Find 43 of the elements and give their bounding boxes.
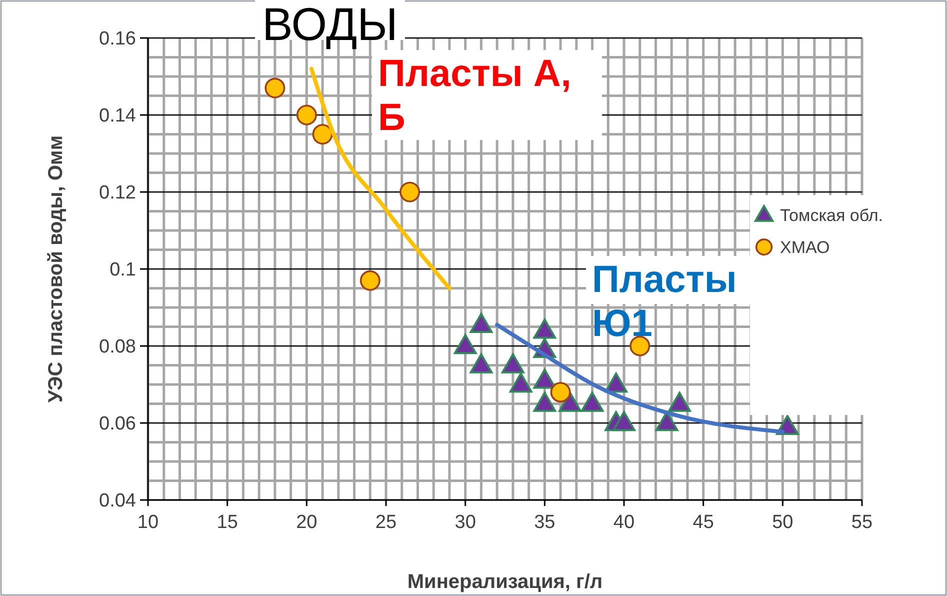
x-tick-label: 45 — [692, 512, 714, 533]
x-axis-title: Минерализация, г/л — [407, 571, 603, 593]
y-tick-label: 0.08 — [99, 336, 136, 358]
x-tick-label: 15 — [216, 512, 238, 533]
x-tick-label: 35 — [534, 512, 556, 533]
point — [470, 312, 493, 333]
point — [296, 104, 317, 126]
x-tick-label: 40 — [613, 512, 635, 533]
point — [668, 392, 691, 412]
point — [580, 392, 604, 412]
y-tick-label: 0.16 — [99, 28, 136, 50]
x-tick-label: 30 — [454, 512, 476, 533]
point — [501, 353, 524, 374]
legend-label: Томская обл. — [780, 206, 883, 225]
point — [470, 353, 493, 374]
point — [312, 124, 333, 144]
annotation: Пласты Ю1 — [592, 259, 737, 345]
x-tick-label: 25 — [375, 512, 397, 533]
point — [533, 318, 556, 339]
point — [558, 392, 582, 412]
point — [533, 368, 556, 389]
point — [454, 334, 477, 354]
x-tick-label: 55 — [851, 512, 873, 533]
x-tick-label: 20 — [296, 512, 318, 533]
point — [360, 270, 380, 291]
y-axis-title: УЭС пластовой воды, Омм — [45, 135, 67, 403]
annotation: Пласты А, Б — [378, 53, 572, 139]
y-tick-label: 0.06 — [99, 414, 136, 435]
point — [604, 372, 628, 393]
x-tick-label: 50 — [772, 512, 794, 533]
y-tick-label: 0.1 — [110, 260, 136, 281]
point — [509, 372, 532, 393]
point — [655, 411, 678, 432]
point — [612, 411, 636, 432]
point — [264, 78, 286, 98]
y-tick-label: 0.12 — [99, 182, 136, 204]
y-tick-label: 0.04 — [99, 490, 136, 512]
legend-label: ХМАО — [780, 238, 830, 257]
y-tick-label: 0.14 — [99, 106, 136, 127]
x-tick-label: 10 — [137, 512, 159, 533]
chart-title: ВОДЫ — [262, 0, 398, 50]
point — [400, 182, 420, 202]
point — [533, 392, 556, 412]
